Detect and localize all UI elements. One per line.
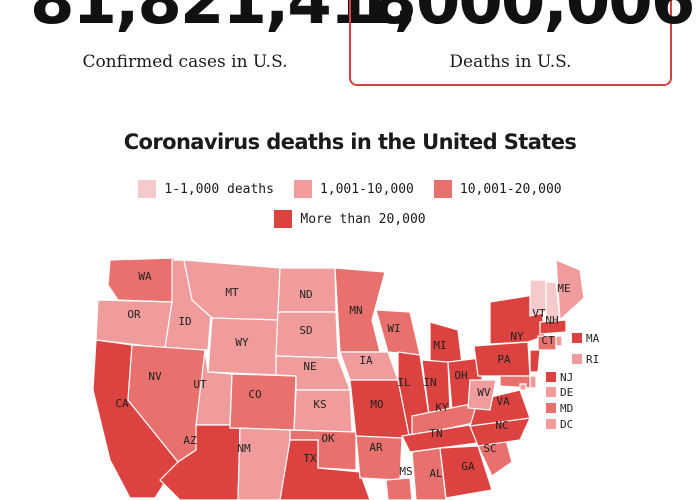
legend-swatch [138, 180, 157, 198]
state-label-nj: NJ [560, 371, 573, 384]
state-label-oh: OH [454, 369, 467, 382]
state-label-ne: NE [303, 360, 316, 373]
legend-label: More than 20,000 [300, 211, 426, 227]
deaths-label: Deaths in U.S. [449, 52, 572, 72]
state-ga[interactable] [439, 445, 493, 499]
side-swatch-md [546, 403, 556, 413]
state-label-co: CO [248, 388, 261, 401]
state-label-dc: DC [560, 418, 573, 431]
state-label-ms: MS [399, 465, 412, 478]
state-label-sd: SD [299, 324, 312, 337]
state-label-ri: RI [586, 353, 599, 366]
legend-swatch [274, 210, 293, 228]
state-label-ga: GA [461, 460, 475, 473]
state-ma[interactable] [539, 319, 567, 335]
side-swatch-de [546, 387, 556, 397]
confirmed-cases-stat: 81,821,418 Confirmed cases in U.S. [30, 0, 417, 90]
state-label-nv: NV [148, 370, 162, 383]
state-label-de: DE [560, 386, 573, 399]
legend-label: 10,001-20,000 [459, 181, 562, 197]
state-label-az: AZ [183, 434, 197, 447]
state-label-in: IN [423, 376, 436, 389]
state-wv[interactable] [467, 379, 497, 411]
state-label-mn: MN [349, 304, 362, 317]
state-mn[interactable] [334, 267, 386, 353]
state-co[interactable] [229, 373, 297, 431]
state-al[interactable] [411, 447, 447, 500]
side-swatch-nj [546, 372, 556, 382]
state-label-ky: KY [435, 401, 449, 414]
legend-label: 1,001-10,000 [319, 181, 414, 197]
state-label-tn: TN [429, 427, 442, 440]
state-label-ny: NY [510, 330, 524, 343]
state-dc[interactable] [519, 383, 527, 391]
state-label-mt: MT [225, 286, 239, 299]
state-label-id: ID [178, 315, 191, 328]
legend-swatch [433, 180, 452, 198]
legend-item: 1-1,000 deaths [138, 180, 274, 198]
state-label-il: IL [397, 376, 411, 389]
state-label-mi: MI [433, 339, 446, 352]
state-label-ct: CT [541, 334, 555, 347]
state-de[interactable] [529, 375, 537, 389]
legend: 1-1,000 deaths 1,001-10,000 10,001-20,00… [0, 180, 700, 198]
state-label-pa: PA [497, 353, 511, 366]
state-label-al: AL [429, 467, 443, 480]
state-label-md: MD [560, 402, 573, 415]
state-label-ok: OK [321, 432, 335, 445]
legend-label: 1-1,000 deaths [164, 181, 274, 197]
state-label-mo: MO [370, 398, 383, 411]
map-title: Coronavirus deaths in the United States [123, 130, 577, 154]
state-label-ut: UT [193, 378, 207, 391]
state-ms[interactable] [385, 477, 413, 500]
state-label-wy: WY [235, 336, 249, 349]
state-ks[interactable] [293, 389, 353, 433]
state-label-tx: TX [303, 452, 317, 465]
deaths-stat: 1,000,006 Deaths in U.S. [349, 0, 695, 86]
confirmed-cases-value: 81,821,418 [30, 0, 417, 39]
side-swatch-ma [572, 333, 582, 343]
state-nj[interactable] [529, 349, 541, 373]
state-label-me: ME [557, 282, 570, 295]
state-label-ca: CA [115, 397, 129, 410]
legend-swatch [293, 180, 312, 198]
state-label-vt: VT [532, 307, 546, 320]
state-label-ia: IA [359, 354, 373, 367]
state-ri[interactable] [555, 335, 563, 347]
confirmed-cases-label: Confirmed cases in U.S. [82, 52, 288, 72]
state-label-or: OR [127, 308, 141, 321]
state-label-ar: AR [369, 441, 383, 454]
state-label-sc: SC [483, 442, 496, 455]
legend-row-2: More than 20,000 [0, 210, 700, 228]
state-label-wa: WA [138, 270, 152, 283]
side-swatch-ri [572, 354, 582, 364]
state-label-va: VA [496, 395, 510, 408]
us-map: WA OR CA ID NV MT WY UT AZ CO NM ND SD NE KS OK TX MN IA MO… [92, 257, 600, 500]
state-me[interactable] [555, 259, 585, 322]
legend-item: 1,001-10,000 [293, 180, 414, 198]
state-nm[interactable] [237, 427, 291, 500]
deaths-value: 1,000,006 [351, 0, 695, 39]
state-label-nd: ND [299, 288, 312, 301]
side-swatch-dc [546, 419, 556, 429]
state-label-ks: KS [313, 398, 326, 411]
legend-item: More than 20,000 [274, 210, 426, 228]
state-label-nm: NM [237, 442, 251, 455]
state-ct[interactable] [537, 335, 557, 351]
legend-item: 10,001-20,000 [433, 180, 562, 198]
state-label-nc: NC [495, 419, 508, 432]
state-label-wi: WI [387, 322, 400, 335]
state-label-ma: MA [586, 332, 600, 345]
state-label-wv: WV [477, 386, 491, 399]
state-label-nh: NH [545, 314, 558, 327]
